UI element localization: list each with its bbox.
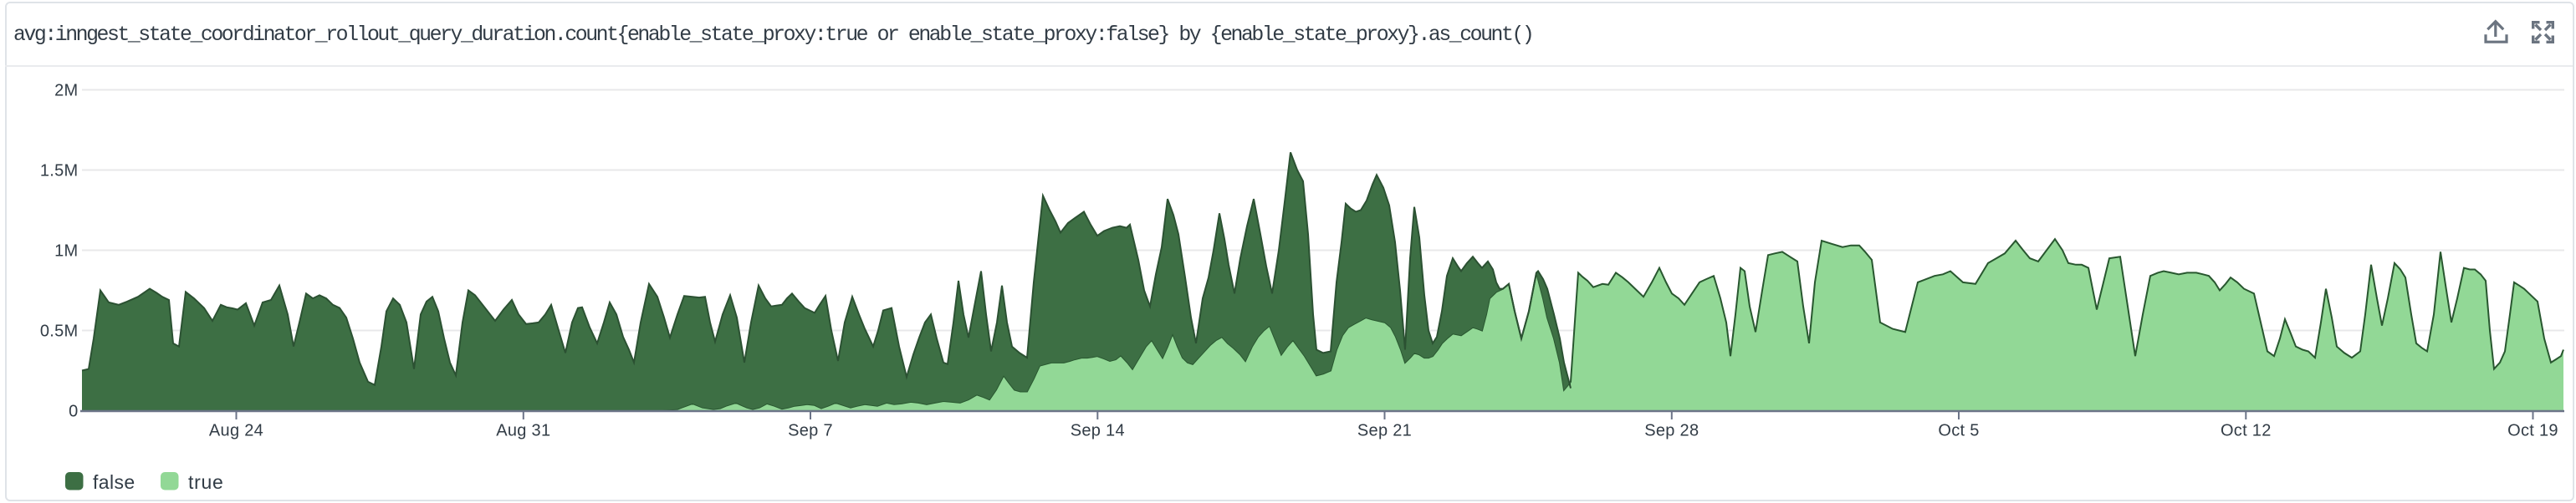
svg-text:0: 0: [69, 402, 78, 420]
svg-text:Aug 31: Aug 31: [496, 422, 550, 440]
svg-text:Oct 5: Oct 5: [1938, 422, 1979, 440]
svg-text:Sep 21: Sep 21: [1357, 422, 1412, 440]
svg-text:true: true: [188, 471, 223, 493]
svg-text:false: false: [93, 471, 135, 493]
svg-text:Oct 19: Oct 19: [2507, 422, 2558, 440]
svg-text:1.5M: 1.5M: [40, 161, 79, 180]
svg-text:Sep 14: Sep 14: [1071, 422, 1125, 440]
svg-text:Sep 7: Sep 7: [788, 422, 833, 440]
svg-text:1M: 1M: [54, 241, 78, 260]
svg-text:Sep 28: Sep 28: [1644, 422, 1699, 440]
svg-text:Oct 12: Oct 12: [2221, 422, 2272, 440]
svg-text:2M: 2M: [54, 81, 78, 99]
svg-text:Aug 24: Aug 24: [209, 422, 263, 440]
svg-text:0.5M: 0.5M: [40, 322, 79, 340]
